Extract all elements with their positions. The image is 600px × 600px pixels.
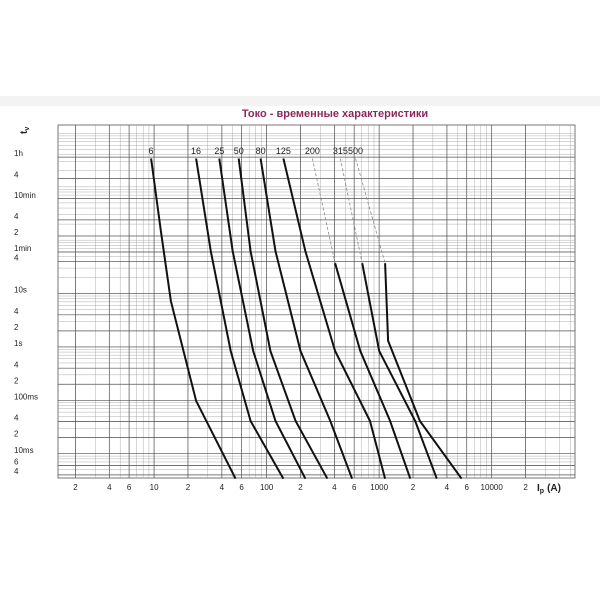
x-tick-label: 2: [411, 483, 416, 492]
curve: [218, 158, 307, 480]
x-tick-label: 6: [352, 483, 357, 492]
curve: [282, 158, 387, 479]
curve-label: 50: [234, 146, 244, 156]
x-tick-label: 4: [220, 483, 225, 492]
y-tick-label: 4: [14, 360, 19, 369]
y-tick-label: 6: [14, 458, 19, 467]
y-label-main: t: [19, 130, 30, 134]
y-tick-label: 4: [14, 467, 19, 476]
chart-title: Токо - временные характеристики: [242, 108, 428, 120]
y-axis-label: tv: [19, 127, 31, 134]
y-tick-label: 2: [14, 228, 19, 237]
x-label-unit: (A): [547, 483, 561, 494]
x-tick-label: 4: [445, 483, 450, 492]
x-axis-label: Ip (A): [537, 483, 561, 495]
curve-dashed: [355, 158, 386, 264]
curve: [150, 158, 237, 480]
curve-dashed: [339, 158, 363, 264]
y-tick-label: 10ms: [14, 446, 34, 455]
y-tick-label: 4: [14, 212, 19, 221]
x-tick-label: 100: [260, 483, 274, 492]
x-label-sub: p: [540, 488, 544, 495]
header-band: [0, 96, 600, 106]
x-tick-label: 10: [150, 483, 159, 492]
y-tick-label: 1h: [14, 149, 23, 158]
y-tick-label: 1min: [14, 244, 31, 253]
y-tick-label: 4: [14, 254, 19, 263]
x-tick-label: 4: [332, 483, 337, 492]
y-tick-label: 2: [14, 323, 19, 332]
curve-dashed: [312, 158, 336, 264]
x-tick-label: 1000: [370, 483, 388, 492]
y-tick-label: 2: [14, 376, 19, 385]
plot-area: [57, 124, 576, 479]
curve-label: 80: [256, 146, 266, 156]
y-tick-label: 4: [14, 170, 19, 179]
curve: [384, 263, 463, 480]
x-label-main: I: [537, 483, 540, 494]
curve-label: 125: [276, 146, 291, 156]
curve-label: 315: [333, 146, 348, 156]
y-tick-label: 10s: [14, 286, 27, 295]
curve-label: 500: [348, 146, 363, 156]
curve-label: 25: [214, 146, 224, 156]
curve-label: 16: [191, 146, 201, 156]
y-tick-label: 2: [14, 430, 19, 439]
curve: [334, 262, 412, 480]
y-tick-label: 10min: [14, 191, 36, 200]
x-tick-label: 6: [127, 483, 132, 492]
curve: [361, 263, 438, 480]
x-tick-label: 2: [73, 483, 78, 492]
y-tick-label: 4: [14, 307, 19, 316]
curve: [195, 158, 285, 480]
curve: [237, 158, 329, 480]
x-tick-label: 4: [107, 483, 112, 492]
curve-label: 200: [305, 146, 320, 156]
y-tick-label: 4: [14, 414, 19, 423]
x-tick-label: 10000: [481, 483, 504, 492]
y-tick-label: 100ms: [14, 392, 38, 401]
x-tick-label: 2: [298, 483, 303, 492]
curve-label: 6: [149, 146, 154, 156]
x-tick-label: 2: [523, 483, 528, 492]
curve: [259, 158, 354, 480]
x-tick-label: 2: [186, 483, 191, 492]
y-label-sub: v: [24, 127, 31, 131]
x-tick-label: 6: [464, 483, 469, 492]
y-tick-label: 1s: [14, 339, 22, 348]
x-tick-label: 6: [239, 483, 244, 492]
